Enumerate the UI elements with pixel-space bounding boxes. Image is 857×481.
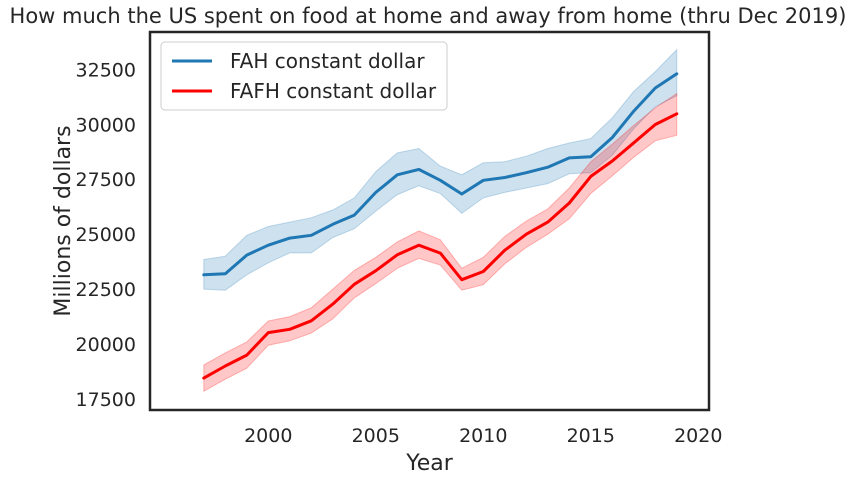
series-line-1 bbox=[202, 72, 679, 277]
x-axis-ticks: 2000 2005 2010 2015 2020 bbox=[244, 425, 722, 447]
y-axis-label: Millions of dollars bbox=[51, 125, 76, 316]
y-tick-label: 25000 bbox=[76, 224, 136, 246]
legend-label-2: FAFH constant dollar bbox=[230, 79, 437, 103]
legend-box bbox=[160, 41, 448, 111]
y-tick-label: 30000 bbox=[76, 114, 136, 136]
x-tick-label: 2005 bbox=[352, 425, 400, 447]
x-tick-label: 2000 bbox=[244, 425, 292, 447]
y-tick-label: 22500 bbox=[76, 279, 136, 301]
x-tick-label: 2020 bbox=[674, 425, 722, 447]
y-axis-ticks: 17500 20000 22500 25000 27500 30000 32500 bbox=[76, 59, 136, 411]
confidence-band-2 bbox=[203, 92, 678, 393]
y-tick-label: 17500 bbox=[76, 389, 136, 411]
series-line-2 bbox=[202, 112, 679, 380]
y-tick-label: 20000 bbox=[76, 334, 136, 356]
x-tick-label: 2010 bbox=[459, 425, 507, 447]
y-tick-label: 32500 bbox=[76, 59, 136, 81]
x-axis-label: Year bbox=[405, 451, 454, 476]
series-lines bbox=[202, 72, 679, 380]
x-tick-label: 2015 bbox=[567, 425, 615, 447]
y-tick-label: 27500 bbox=[76, 169, 136, 191]
legend: FAH constant dollar FAFH constant dollar bbox=[160, 41, 448, 111]
plot-frame bbox=[148, 30, 711, 412]
chart-title: How much the US spent on food at home an… bbox=[10, 4, 847, 28]
legend-label-1: FAH constant dollar bbox=[230, 49, 425, 73]
